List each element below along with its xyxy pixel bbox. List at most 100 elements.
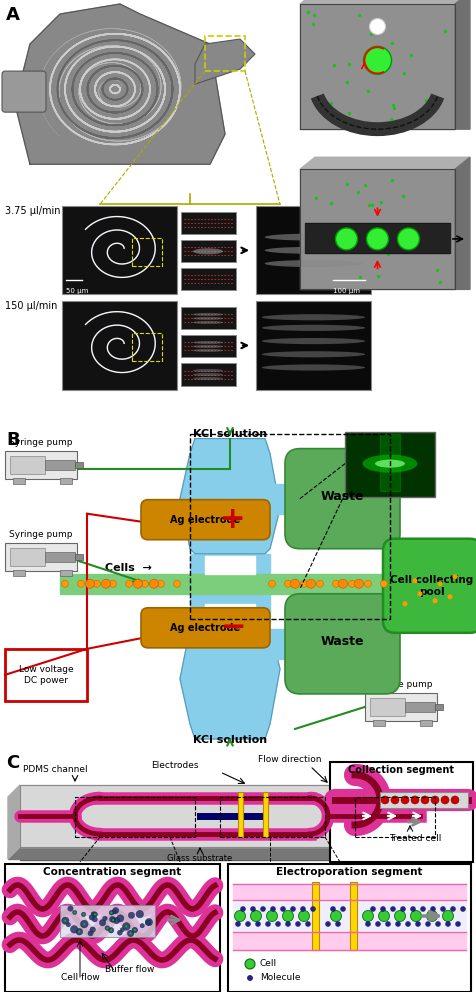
Ellipse shape (193, 345, 223, 348)
Circle shape (451, 796, 459, 804)
Circle shape (250, 911, 261, 922)
Circle shape (83, 924, 85, 926)
Polygon shape (270, 484, 300, 514)
Circle shape (330, 907, 336, 912)
Circle shape (421, 796, 429, 804)
Circle shape (310, 907, 316, 912)
Bar (370, 698, 405, 716)
Circle shape (90, 927, 96, 932)
Circle shape (113, 918, 119, 924)
Circle shape (129, 932, 131, 934)
Circle shape (396, 922, 400, 927)
Circle shape (420, 907, 426, 912)
Circle shape (460, 907, 466, 912)
Circle shape (430, 907, 436, 912)
Bar (181, 269, 236, 291)
Circle shape (117, 915, 124, 922)
Circle shape (173, 580, 180, 587)
Polygon shape (300, 0, 470, 4)
Circle shape (333, 580, 339, 587)
Circle shape (61, 580, 69, 587)
Circle shape (411, 796, 419, 804)
Polygon shape (180, 624, 280, 739)
Circle shape (376, 922, 380, 927)
Circle shape (106, 928, 109, 930)
Circle shape (391, 796, 399, 804)
Bar (45, 552, 75, 561)
Polygon shape (233, 884, 466, 900)
Circle shape (266, 922, 270, 927)
Circle shape (86, 579, 95, 588)
Circle shape (280, 907, 286, 912)
Circle shape (112, 920, 114, 922)
Polygon shape (300, 170, 455, 290)
Circle shape (111, 918, 115, 923)
Circle shape (101, 579, 110, 588)
Circle shape (450, 907, 456, 912)
Circle shape (74, 912, 76, 914)
Circle shape (403, 601, 407, 606)
Bar (181, 240, 236, 262)
Circle shape (64, 920, 66, 922)
Circle shape (113, 908, 119, 914)
Text: Ag electrode: Ag electrode (170, 515, 240, 525)
Circle shape (62, 917, 69, 925)
Polygon shape (450, 785, 462, 859)
Polygon shape (20, 785, 450, 847)
Ellipse shape (262, 351, 365, 357)
Circle shape (447, 594, 453, 599)
Circle shape (134, 930, 136, 931)
FancyBboxPatch shape (285, 594, 400, 693)
Circle shape (307, 579, 316, 588)
Bar (10, 455, 45, 473)
Circle shape (285, 580, 291, 587)
FancyBboxPatch shape (141, 608, 270, 648)
Text: 100 μm: 100 μm (333, 289, 360, 295)
Bar (5, 864, 220, 992)
Circle shape (248, 975, 252, 980)
Circle shape (456, 922, 460, 927)
Circle shape (436, 922, 440, 927)
Circle shape (276, 922, 280, 927)
Bar (75, 461, 83, 467)
Bar (132, 238, 162, 267)
Polygon shape (8, 847, 462, 859)
Text: 150 μl/min: 150 μl/min (5, 302, 58, 311)
Circle shape (92, 917, 98, 922)
Circle shape (133, 579, 142, 588)
Circle shape (340, 907, 346, 912)
Circle shape (300, 907, 306, 912)
Polygon shape (20, 847, 450, 860)
Ellipse shape (193, 341, 223, 344)
Circle shape (270, 907, 276, 912)
Circle shape (92, 912, 98, 917)
Circle shape (317, 580, 324, 587)
Text: B: B (6, 431, 20, 448)
Circle shape (380, 907, 386, 912)
Circle shape (441, 796, 449, 804)
Bar (220, 797, 325, 837)
Circle shape (110, 930, 112, 931)
Bar (10, 548, 45, 565)
Circle shape (437, 581, 443, 586)
Circle shape (336, 228, 357, 250)
Circle shape (83, 914, 85, 916)
Bar (5, 543, 77, 570)
Bar (256, 302, 371, 390)
Ellipse shape (262, 324, 365, 331)
Bar (435, 704, 443, 710)
Circle shape (109, 580, 117, 587)
Text: Flow direction: Flow direction (258, 755, 322, 764)
FancyBboxPatch shape (383, 539, 476, 633)
Text: Collection segment: Collection segment (348, 765, 454, 775)
Circle shape (76, 929, 83, 935)
Bar (405, 702, 435, 712)
Polygon shape (233, 902, 466, 930)
Bar (132, 333, 162, 361)
Ellipse shape (193, 316, 223, 320)
Circle shape (103, 917, 107, 921)
Circle shape (410, 911, 422, 922)
Circle shape (395, 911, 406, 922)
Circle shape (370, 907, 376, 912)
Bar (190, 434, 390, 619)
